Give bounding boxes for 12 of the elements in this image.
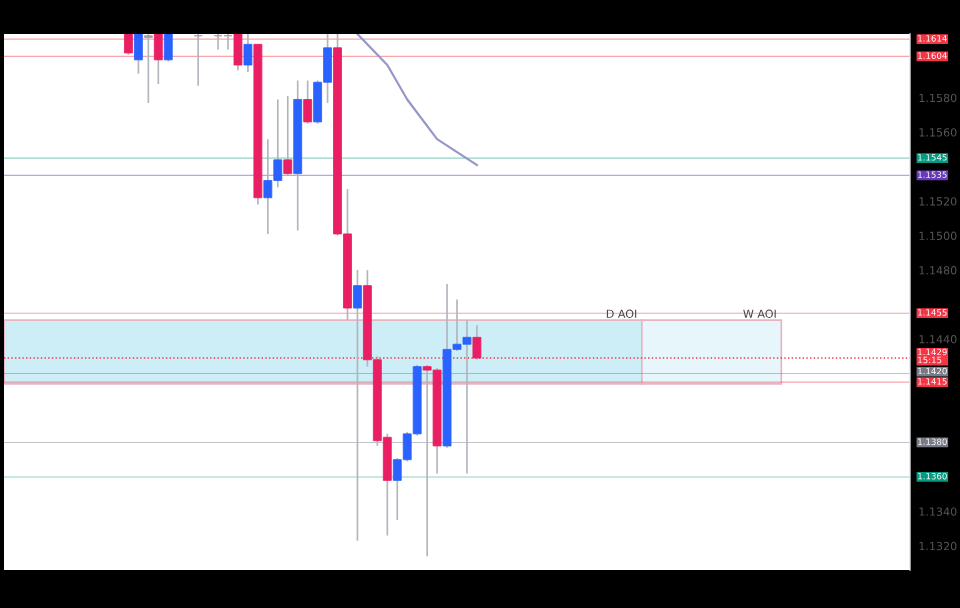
candlestick (243, 34, 253, 73)
candlestick (153, 34, 163, 85)
line-series (356, 34, 479, 167)
candlestick (124, 34, 133, 56)
candlestick (353, 269, 362, 542)
candlestick (233, 34, 243, 72)
candlestick (163, 34, 173, 63)
candlestick (143, 34, 153, 104)
candlestick (472, 324, 482, 361)
candlestick (283, 95, 293, 177)
candlestick (303, 79, 313, 125)
candlestick (134, 34, 143, 75)
